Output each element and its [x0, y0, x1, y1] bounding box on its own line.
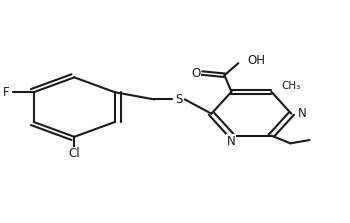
Text: O: O: [191, 66, 200, 80]
Text: OH: OH: [247, 54, 265, 67]
Text: S: S: [175, 93, 182, 106]
Text: CH₃: CH₃: [282, 81, 301, 91]
Text: N: N: [298, 107, 306, 120]
Text: N: N: [227, 135, 236, 148]
Text: Cl: Cl: [69, 147, 80, 160]
Text: F: F: [3, 86, 10, 99]
